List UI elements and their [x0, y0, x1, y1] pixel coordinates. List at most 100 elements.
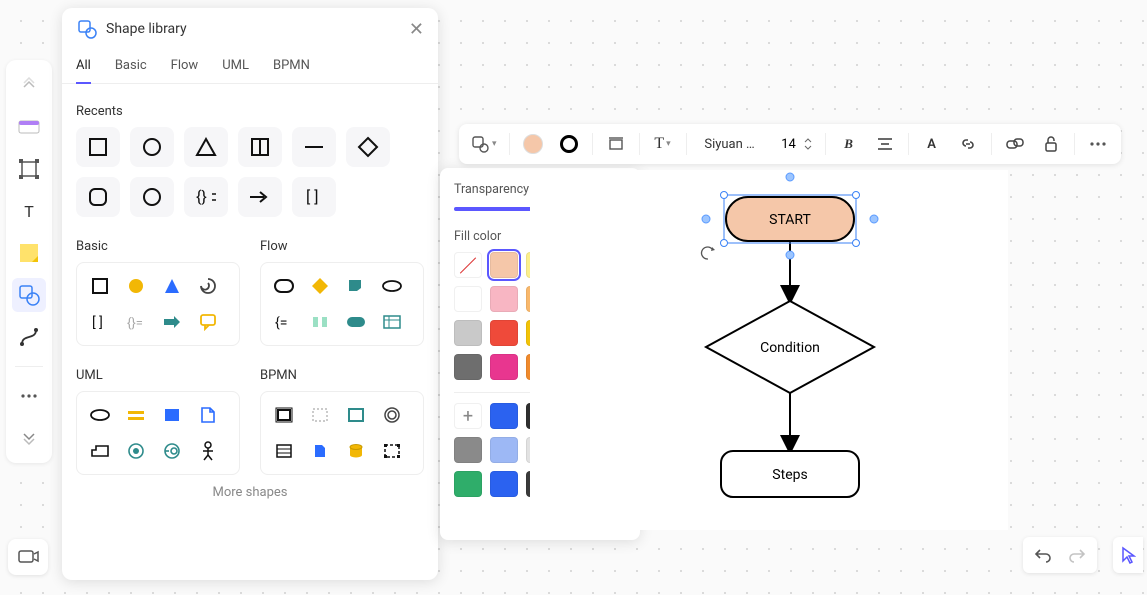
- shape-type-dropdown[interactable]: ▾: [467, 129, 501, 159]
- color-swatch[interactable]: [490, 320, 518, 346]
- text-color-button[interactable]: A: [917, 129, 947, 159]
- shape-rounded[interactable]: [271, 273, 297, 299]
- selection-handle[interactable]: [721, 240, 728, 247]
- shape-triangle[interactable]: [184, 127, 228, 167]
- shape-ellipse[interactable]: [87, 402, 113, 428]
- shape-brackets[interactable]: [ ]: [87, 309, 113, 335]
- presentation-button[interactable]: [8, 539, 48, 575]
- close-icon[interactable]: ✕: [409, 19, 424, 40]
- selection-handle[interactable]: [853, 192, 860, 199]
- shape-filled-square[interactable]: [159, 402, 185, 428]
- shape-double-brace[interactable]: {}=: [123, 309, 149, 335]
- flowchart-node-start[interactable]: [726, 197, 854, 241]
- collapse-down-tool[interactable]: [12, 421, 46, 455]
- shape-square[interactable]: [87, 273, 113, 299]
- shape-line[interactable]: [292, 127, 336, 167]
- color-swatch[interactable]: +: [454, 403, 482, 429]
- sticky-note-tool[interactable]: [12, 236, 46, 270]
- shape-rounded-square-alt[interactable]: [130, 177, 174, 217]
- shape-flag[interactable]: [343, 273, 369, 299]
- selection-handle[interactable]: [702, 215, 710, 223]
- shape-ring-circle[interactable]: [123, 438, 149, 464]
- shape-brackets[interactable]: [ ]: [292, 177, 336, 217]
- shape-tab-left[interactable]: [87, 438, 113, 464]
- shape-filled-triangle[interactable]: [159, 273, 185, 299]
- shape-marquee[interactable]: [379, 438, 405, 464]
- frame-tool[interactable]: [12, 152, 46, 186]
- shape-list[interactable]: [271, 438, 297, 464]
- align-button[interactable]: [870, 129, 900, 159]
- stroke-color-button[interactable]: [554, 129, 584, 159]
- color-swatch[interactable]: [454, 437, 482, 463]
- shape-circle[interactable]: [130, 127, 174, 167]
- shape-doc[interactable]: [307, 438, 333, 464]
- fill-color-button[interactable]: [518, 129, 548, 159]
- shape-arrow-right[interactable]: [238, 177, 282, 217]
- tab-uml[interactable]: UML: [222, 50, 249, 83]
- cursor-mode-button[interactable]: [1113, 537, 1143, 573]
- tab-basic[interactable]: Basic: [115, 50, 147, 83]
- shapes-tool[interactable]: [12, 278, 46, 312]
- group-button[interactable]: [1000, 129, 1030, 159]
- color-swatch[interactable]: [490, 252, 518, 278]
- shape-diamond[interactable]: [346, 127, 390, 167]
- font-size-input[interactable]: [775, 137, 803, 152]
- expand-up-tool[interactable]: [12, 68, 46, 102]
- undo-button[interactable]: [1033, 547, 1053, 563]
- shape-rounded-square[interactable]: [76, 177, 120, 217]
- color-swatch[interactable]: [454, 320, 482, 346]
- shape-square[interactable]: [76, 127, 120, 167]
- shape-filled-diamond[interactable]: [307, 273, 333, 299]
- shape-target[interactable]: [379, 402, 405, 428]
- text-tool[interactable]: T: [12, 194, 46, 228]
- shape-db[interactable]: [343, 438, 369, 464]
- link-button[interactable]: [953, 129, 983, 159]
- redo-button[interactable]: [1067, 547, 1087, 563]
- shape-dotted-box[interactable]: [307, 402, 333, 428]
- shape-spiral[interactable]: [195, 273, 221, 299]
- selection-handle[interactable]: [853, 240, 860, 247]
- lock-button[interactable]: [1036, 129, 1066, 159]
- flowchart-node-steps[interactable]: [721, 451, 859, 497]
- color-swatch[interactable]: [454, 286, 482, 312]
- tab-bpmn[interactable]: BPMN: [273, 50, 310, 83]
- shape-hbar[interactable]: [123, 402, 149, 428]
- shape-braces[interactable]: {}: [184, 177, 228, 217]
- color-swatch[interactable]: [454, 252, 482, 278]
- shape-outline-box[interactable]: [343, 402, 369, 428]
- tab-flow[interactable]: Flow: [171, 50, 199, 83]
- shape-ellipse[interactable]: [379, 273, 405, 299]
- color-swatch[interactable]: [490, 437, 518, 463]
- color-swatch[interactable]: [454, 471, 482, 497]
- connector-tool[interactable]: [12, 320, 46, 354]
- shape-actor[interactable]: [195, 438, 221, 464]
- color-swatch[interactable]: [490, 354, 518, 380]
- selection-handle[interactable]: [721, 192, 728, 199]
- font-family-dropdown[interactable]: Siyuan …: [695, 129, 765, 159]
- shape-brace-left[interactable]: {=: [271, 309, 297, 335]
- bold-button[interactable]: B: [834, 129, 864, 159]
- color-swatch[interactable]: [454, 354, 482, 380]
- shape-table[interactable]: [379, 309, 405, 335]
- shape-filled-arrow[interactable]: [159, 309, 185, 335]
- text-style-dropdown[interactable]: T▾: [648, 129, 678, 159]
- font-size-stepper[interactable]: [771, 129, 817, 159]
- shape-callout[interactable]: [195, 309, 221, 335]
- color-swatch[interactable]: [490, 471, 518, 497]
- shape-capsule[interactable]: [343, 309, 369, 335]
- more-shapes-link[interactable]: More shapes: [76, 475, 424, 500]
- selection-handle[interactable]: [870, 215, 878, 223]
- shape-filled-box[interactable]: [271, 402, 297, 428]
- shape-eye-circle[interactable]: [159, 438, 185, 464]
- card-tool[interactable]: [12, 110, 46, 144]
- selection-handle[interactable]: [786, 173, 794, 181]
- tab-all[interactable]: All: [76, 50, 91, 83]
- color-swatch[interactable]: [490, 403, 518, 429]
- shape-note[interactable]: [195, 402, 221, 428]
- shape-filled-circle[interactable]: [123, 273, 149, 299]
- shape-parallel[interactable]: [307, 309, 333, 335]
- shape-container[interactable]: [238, 127, 282, 167]
- size-dropdown[interactable]: [601, 129, 631, 159]
- selection-handle[interactable]: [786, 251, 794, 259]
- more-options-button[interactable]: [1083, 129, 1113, 159]
